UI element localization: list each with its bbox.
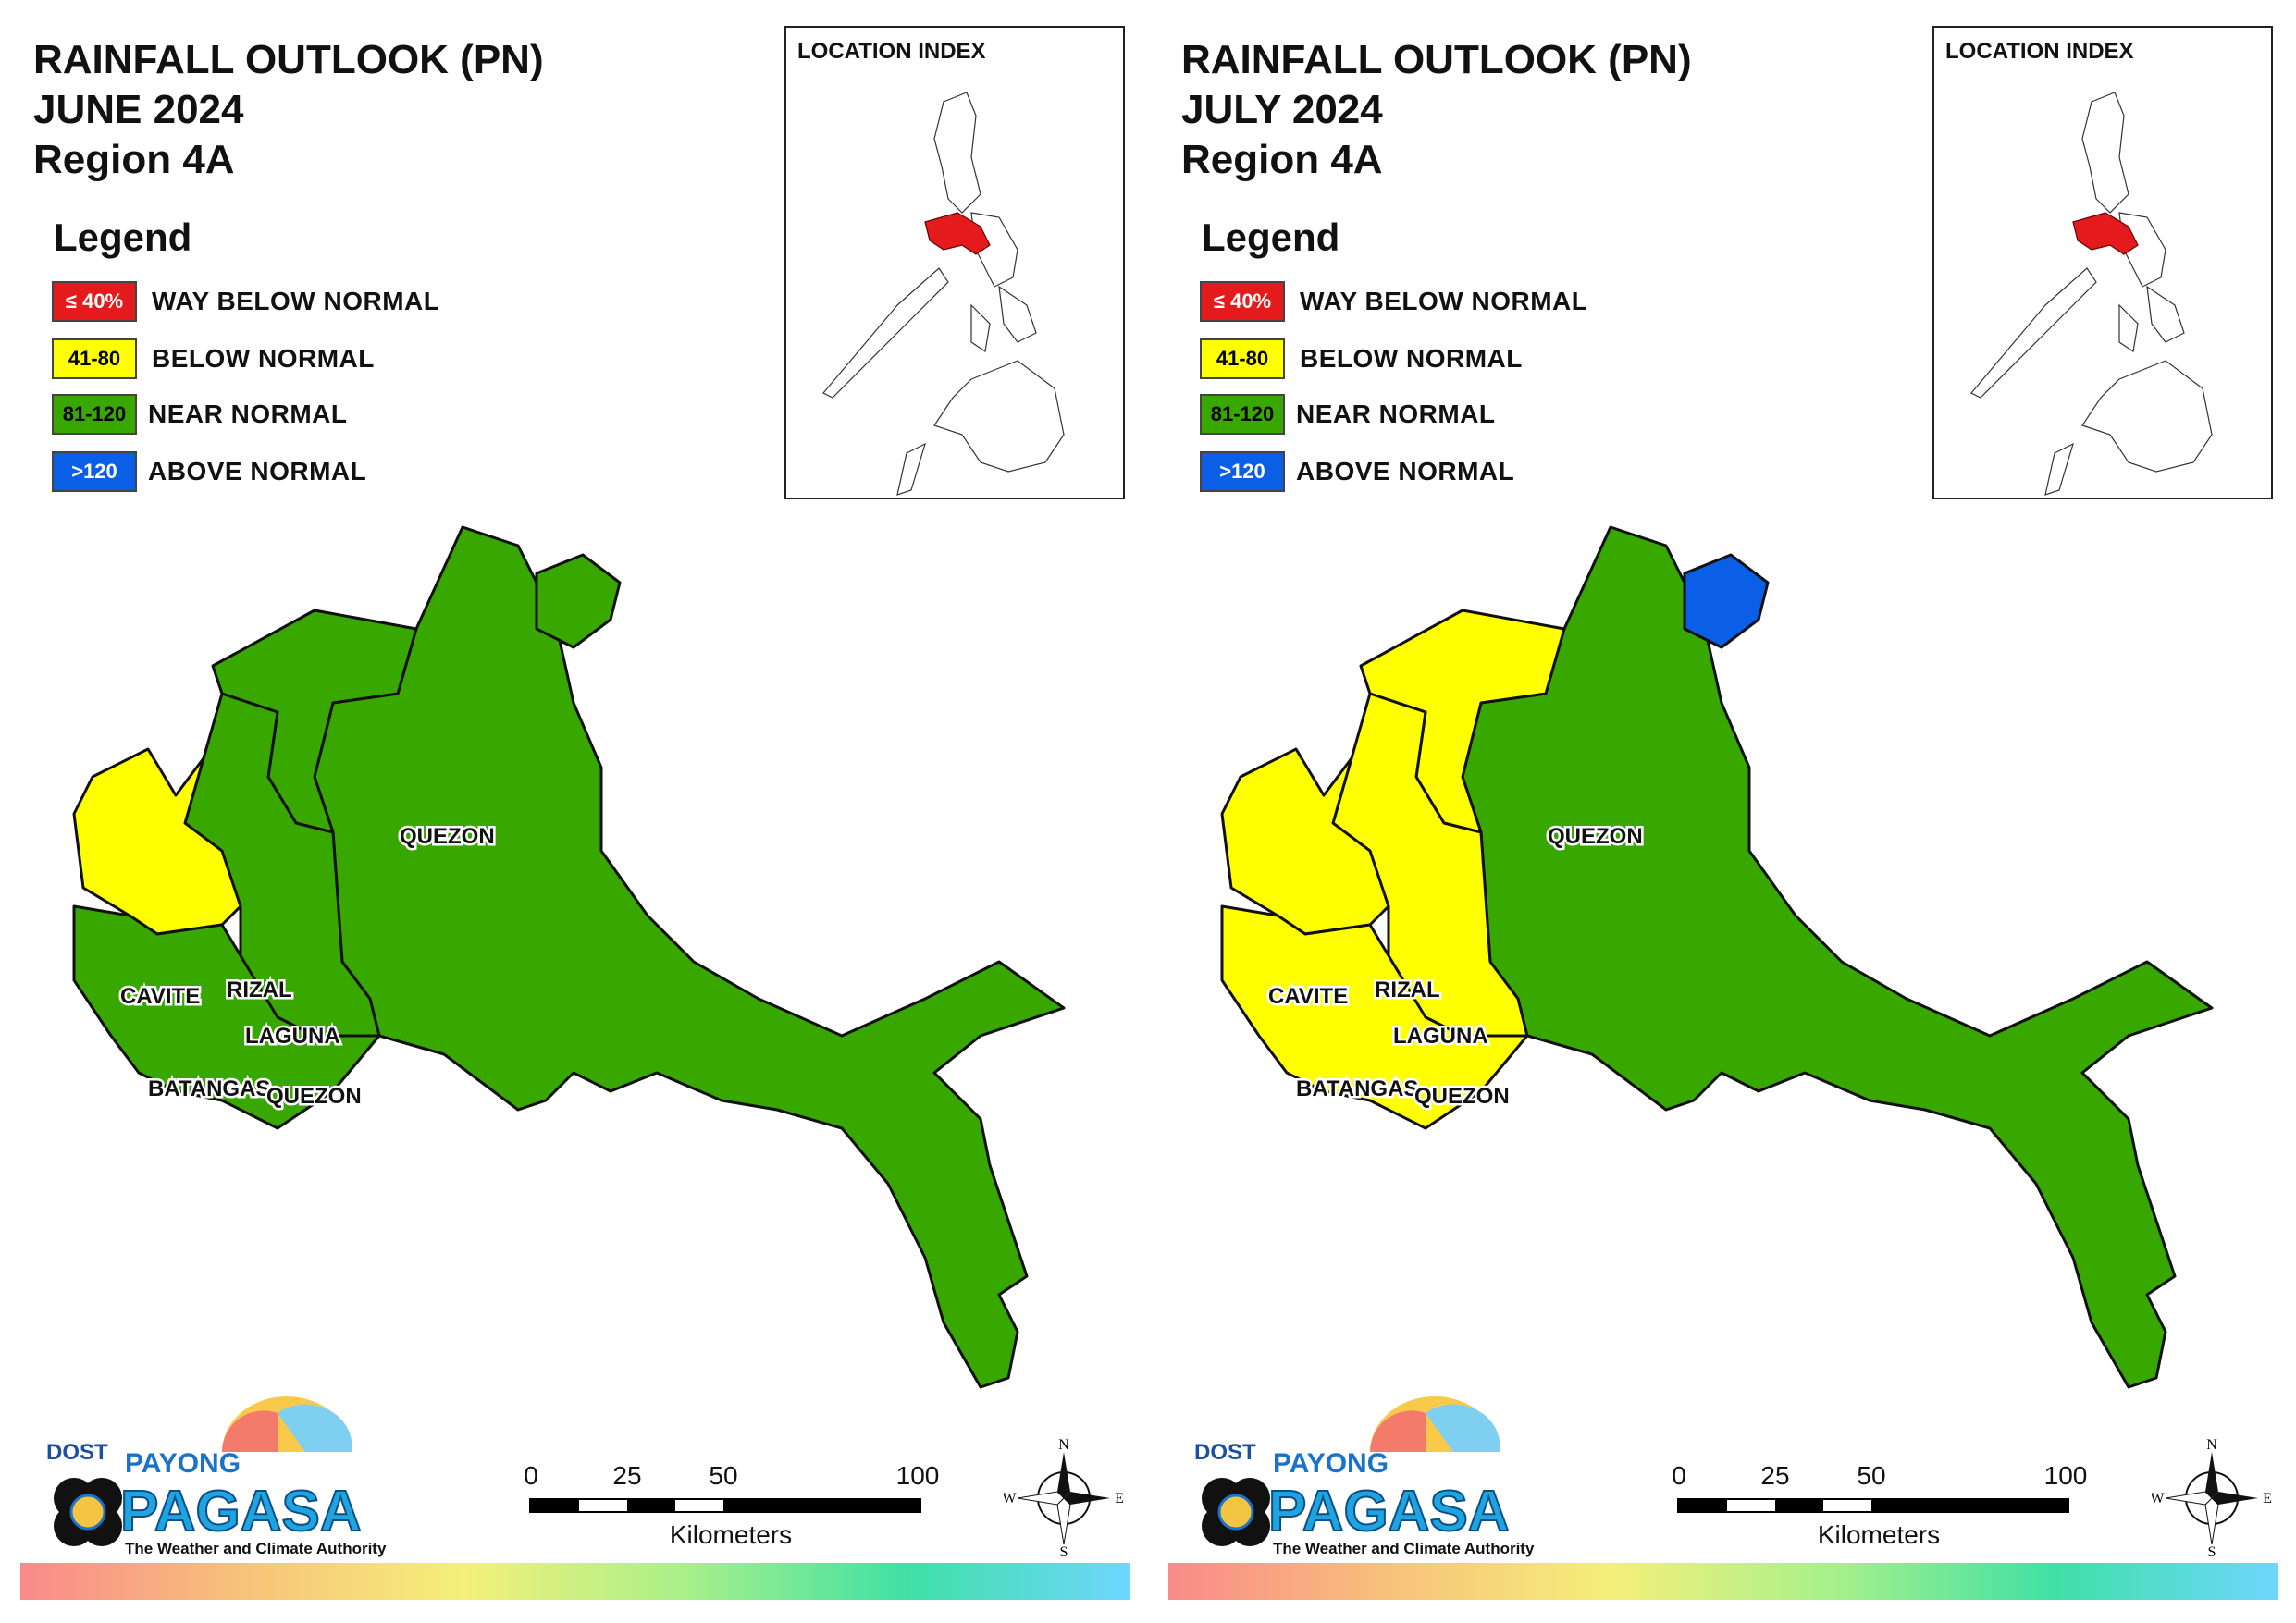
province-batangas — [72, 904, 381, 1130]
svg-text:DOST: DOST — [46, 1440, 108, 1465]
region-4a-highlight — [924, 212, 991, 255]
location-index-title: LOCATION INDEX — [1945, 39, 2134, 64]
label-quezon-north: QUEZON — [1548, 824, 1643, 849]
region-map: RIZAL CAVITE LAGUNA BATANGAS QUEZON QUEZ… — [56, 518, 1092, 1433]
label-rizal: RIZAL — [227, 977, 292, 1002]
legend-label: WAY BELOW NORMAL — [152, 287, 440, 315]
svg-text:PAYONG: PAYONG — [125, 1448, 241, 1479]
label-quezon-main: QUEZON — [1414, 1084, 1510, 1109]
legend-swatch: >120 — [52, 451, 137, 492]
province-cavite — [1220, 747, 1390, 936]
scale-tick-100: 100 — [895, 1461, 940, 1490]
label-rizal: RIZAL — [1375, 977, 1440, 1002]
legend-swatch: ≤ 40% — [1200, 281, 1285, 322]
color-strip — [1168, 1563, 2278, 1600]
svg-text:N: N — [1058, 1438, 1069, 1453]
scale-bar: 0 25 50 100 Kilometers — [1666, 1461, 2092, 1554]
title-line-1: RAINFALL OUTLOOK (PN) — [33, 37, 544, 82]
scale-unit: Kilometers — [1817, 1520, 1941, 1549]
legend-swatch: ≤ 40% — [52, 281, 137, 322]
svg-text:N: N — [2206, 1438, 2217, 1453]
philippines-locator-map — [822, 92, 1065, 496]
pagasa-logo: DOST PAYONG PAGASA The Weather and Clima… — [1176, 1387, 1546, 1568]
region-map-svg: RIZAL CAVITE LAGUNA BATANGAS QUEZON QUEZ… — [72, 525, 1066, 1389]
scale-tick-0: 0 — [1672, 1461, 1686, 1490]
scale-tick-25: 25 — [612, 1461, 642, 1490]
label-batangas: BATANGAS — [1296, 1076, 1418, 1101]
province-batangas — [1220, 904, 1529, 1130]
province-quezon-main — [313, 525, 1066, 1389]
outlook-panel-june: RAINFALL OUTLOOK (PN) JUNE 2024 Region 4… — [20, 26, 1130, 1600]
legend-swatch: 81-120 — [1200, 394, 1285, 435]
scale-bar-graphic — [1677, 1498, 2069, 1513]
location-index: LOCATION INDEX — [784, 26, 1125, 499]
legend-label: WAY BELOW NORMAL — [1300, 287, 1588, 315]
legend-swatch: 41-80 — [52, 338, 137, 379]
province-quezon-north — [535, 553, 622, 649]
compass-rose-icon: N S E W — [1002, 1437, 1124, 1560]
scale-tick-25: 25 — [1760, 1461, 1790, 1490]
label-quezon-north: QUEZON — [400, 824, 495, 849]
label-cavite: CAVITE — [120, 984, 200, 1009]
color-strip — [20, 1563, 1130, 1600]
location-index-title: LOCATION INDEX — [797, 39, 986, 64]
svg-text:S: S — [2208, 1544, 2216, 1558]
scale-tick-0: 0 — [524, 1461, 538, 1490]
region-4a-highlight — [2072, 212, 2139, 255]
outlook-panel-july: RAINFALL OUTLOOK (PN) JULY 2024 Region 4… — [1148, 0, 2296, 1623]
svg-text:DOST: DOST — [1194, 1440, 1256, 1465]
province-cavite — [72, 747, 242, 936]
location-index: LOCATION INDEX — [1932, 26, 2273, 499]
legend-title: Legend — [54, 215, 192, 259]
scale-unit: Kilometers — [669, 1520, 793, 1549]
svg-text:The Weather and Climate Author: The Weather and Climate Authority — [125, 1540, 387, 1557]
label-laguna: LAGUNA — [245, 1024, 340, 1049]
scale-tick-50: 50 — [709, 1461, 738, 1490]
compass-rose-icon: N S E W — [2150, 1437, 2272, 1560]
province-quezon-north — [1683, 553, 1770, 649]
title-line-3: Region 4A — [33, 137, 235, 182]
region-map: RIZAL CAVITE LAGUNA BATANGAS QUEZON QUEZ… — [1204, 518, 2240, 1433]
map-title: RAINFALL OUTLOOK (PN) JULY 2024 Region 4… — [1181, 35, 1692, 185]
label-laguna: LAGUNA — [1393, 1024, 1488, 1049]
legend-label: BELOW NORMAL — [1300, 344, 1523, 373]
region-map-svg: RIZAL CAVITE LAGUNA BATANGAS QUEZON QUEZ… — [1220, 525, 2214, 1389]
legend-label: ABOVE NORMAL — [148, 457, 367, 486]
title-line-2: JULY 2024 — [1181, 87, 1383, 132]
legend-label: NEAR NORMAL — [148, 400, 348, 428]
svg-text:The Weather and Climate Author: The Weather and Climate Authority — [1273, 1540, 1535, 1557]
svg-text:E: E — [2263, 1491, 2272, 1506]
philippines-locator-map — [1970, 92, 2213, 496]
svg-text:PAYONG: PAYONG — [1273, 1448, 1389, 1479]
map-title: RAINFALL OUTLOOK (PN) JUNE 2024 Region 4… — [33, 35, 544, 185]
legend-swatch: 81-120 — [52, 394, 137, 435]
label-cavite: CAVITE — [1268, 984, 1348, 1009]
label-batangas: BATANGAS — [148, 1076, 270, 1101]
svg-text:E: E — [1115, 1491, 1124, 1506]
legend-label: NEAR NORMAL — [1296, 400, 1496, 428]
svg-text:W: W — [2152, 1491, 2165, 1506]
scale-bar-graphic — [529, 1498, 921, 1513]
svg-text:PAGASA: PAGASA — [1268, 1480, 1510, 1543]
scale-tick-100: 100 — [2043, 1461, 2088, 1490]
legend-title: Legend — [1202, 215, 1340, 259]
title-line-2: JUNE 2024 — [33, 87, 244, 132]
svg-text:PAGASA: PAGASA — [120, 1480, 362, 1543]
title-line-3: Region 4A — [1181, 137, 1383, 182]
legend-swatch: 41-80 — [1200, 338, 1285, 379]
title-line-1: RAINFALL OUTLOOK (PN) — [1181, 37, 1692, 82]
label-quezon-main: QUEZON — [266, 1084, 362, 1109]
scale-bar: 0 25 50 100 Kilometers — [518, 1461, 944, 1554]
scale-tick-50: 50 — [1857, 1461, 1886, 1490]
legend-label: BELOW NORMAL — [152, 344, 375, 373]
legend-swatch: >120 — [1200, 451, 1285, 492]
legend-label: ABOVE NORMAL — [1296, 457, 1515, 486]
pagasa-logo: DOST PAYONG PAGASA The Weather and Clima… — [28, 1387, 398, 1568]
svg-text:S: S — [1060, 1544, 1068, 1558]
svg-text:W: W — [1004, 1491, 1017, 1506]
province-quezon-main — [1461, 525, 2214, 1389]
